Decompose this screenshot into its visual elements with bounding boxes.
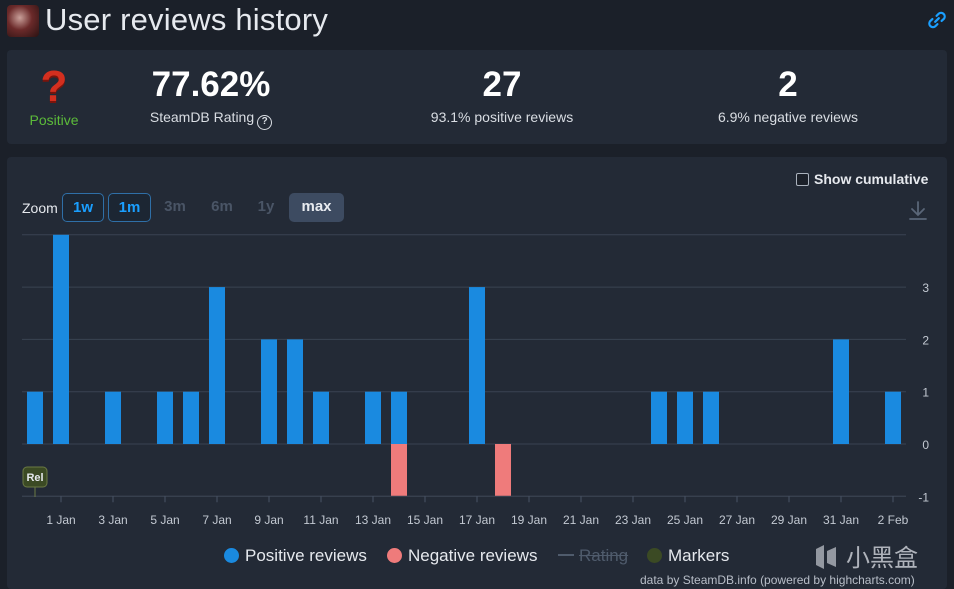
watermark: 小黑盒 [812, 538, 918, 573]
page-title: User reviews history [45, 2, 329, 37]
game-icon[interactable] [7, 5, 39, 37]
zoom-1w-button[interactable]: 1w [62, 193, 104, 222]
x-tick-label: 31 Jan [823, 513, 859, 527]
credit-text[interactable]: data by SteamDB.info (powered by highcha… [640, 573, 915, 587]
positive-bar[interactable] [885, 391, 901, 444]
zoom-6m-button[interactable]: 6m [211, 198, 233, 215]
x-tick-label: 7 Jan [202, 513, 231, 527]
legend-markers-label: Markers [668, 546, 730, 565]
negative-bar[interactable] [495, 444, 511, 497]
rating-caption: SteamDB Rating [149, 109, 255, 125]
positive-dot-icon [224, 548, 239, 563]
positive-bar[interactable] [365, 391, 381, 444]
zoom-1m-button[interactable]: 1m [108, 193, 151, 222]
legend-negative[interactable]: Negative reviews [387, 546, 537, 568]
zoom-max-button[interactable]: max [289, 193, 344, 222]
link-icon[interactable] [926, 9, 948, 31]
zoom-label: Zoom [22, 200, 58, 216]
rating-indicator: ? Positive [29, 62, 79, 129]
zoom-3m-button[interactable]: 3m [164, 198, 186, 215]
x-tick-label: 29 Jan [771, 513, 807, 527]
x-tick-label: 2 Feb [878, 513, 909, 527]
negative-caption: 6.9% negative reviews [717, 109, 859, 125]
x-tick-label: 19 Jan [511, 513, 547, 527]
y-tick-label: 1 [922, 386, 929, 400]
y-tick-label: 2 [922, 333, 929, 347]
rating-value: 77.62% [151, 65, 271, 104]
negative-stat: 2 6.9% negative reviews [688, 65, 888, 125]
x-tick-label: 15 Jan [407, 513, 443, 527]
y-tick-label: 3 [922, 281, 929, 295]
y-tick-label: -1 [918, 490, 929, 504]
positive-stat: 27 93.1% positive reviews [402, 65, 602, 125]
positive-bar[interactable] [651, 391, 667, 444]
positive-caption: 93.1% positive reviews [430, 109, 574, 125]
positive-bar[interactable] [391, 391, 407, 444]
marker-label: Rel [26, 472, 43, 484]
positive-bar[interactable] [105, 391, 121, 444]
cumulative-label: Show cumulative [814, 171, 929, 187]
positive-count: 27 [482, 65, 522, 104]
rating-line-icon [558, 554, 574, 556]
negative-dot-icon [387, 548, 402, 563]
x-tick-label: 23 Jan [615, 513, 651, 527]
positive-bar[interactable] [703, 391, 719, 444]
rating-label: Positive [29, 112, 79, 128]
legend-markers[interactable]: Markers [647, 546, 729, 568]
legend-rating[interactable]: Rating [558, 546, 628, 568]
markers-dot-icon [647, 548, 662, 563]
download-icon[interactable] [906, 199, 930, 223]
positive-bar[interactable] [469, 287, 485, 444]
x-tick-label: 27 Jan [719, 513, 755, 527]
positive-bar[interactable] [833, 339, 849, 444]
marker-flag[interactable] [22, 466, 48, 488]
positive-bar[interactable] [313, 391, 329, 444]
positive-bar[interactable] [287, 339, 303, 444]
positive-bar[interactable] [261, 339, 277, 444]
positive-bar[interactable] [677, 391, 693, 444]
show-cumulative-checkbox[interactable]: Show cumulative [796, 171, 928, 187]
legend-negative-label: Negative reviews [408, 546, 538, 565]
steamdb-rating: 77.62% SteamDB Rating? [141, 65, 281, 130]
positive-bar[interactable] [183, 391, 199, 444]
legend-positive-label: Positive reviews [245, 546, 367, 565]
positive-bar[interactable] [27, 391, 43, 444]
x-tick-label: 25 Jan [667, 513, 703, 527]
watermark-logo-icon [816, 545, 836, 569]
x-tick-label: 9 Jan [254, 513, 283, 527]
negative-count: 2 [778, 65, 798, 104]
summary-panel: ? Positive 77.62% SteamDB Rating? 27 93.… [7, 50, 947, 144]
help-icon[interactable]: ? [257, 115, 273, 130]
x-tick-label: 1 Jan [46, 513, 75, 527]
positive-bar[interactable] [53, 234, 69, 444]
x-tick-label: 5 Jan [150, 513, 179, 527]
legend-rating-label: Rating [579, 546, 629, 565]
x-tick-label: 11 Jan [303, 513, 338, 527]
x-tick-label: 17 Jan [459, 513, 495, 527]
question-mark-icon: ? [40, 62, 68, 111]
positive-bar[interactable] [157, 391, 173, 444]
zoom-1y-button[interactable]: 1y [257, 198, 275, 215]
y-tick-label: 0 [922, 438, 929, 452]
checkbox-box[interactable] [796, 173, 809, 186]
x-tick-label: 3 Jan [98, 513, 127, 527]
legend-positive[interactable]: Positive reviews [224, 546, 367, 568]
header: User reviews history [0, 0, 954, 44]
negative-bar[interactable] [391, 444, 407, 497]
watermark-text: 小黑盒 [846, 545, 918, 572]
positive-bar[interactable] [209, 287, 225, 444]
x-tick-label: 13 Jan [355, 513, 391, 527]
x-tick-label: 21 Jan [563, 513, 599, 527]
